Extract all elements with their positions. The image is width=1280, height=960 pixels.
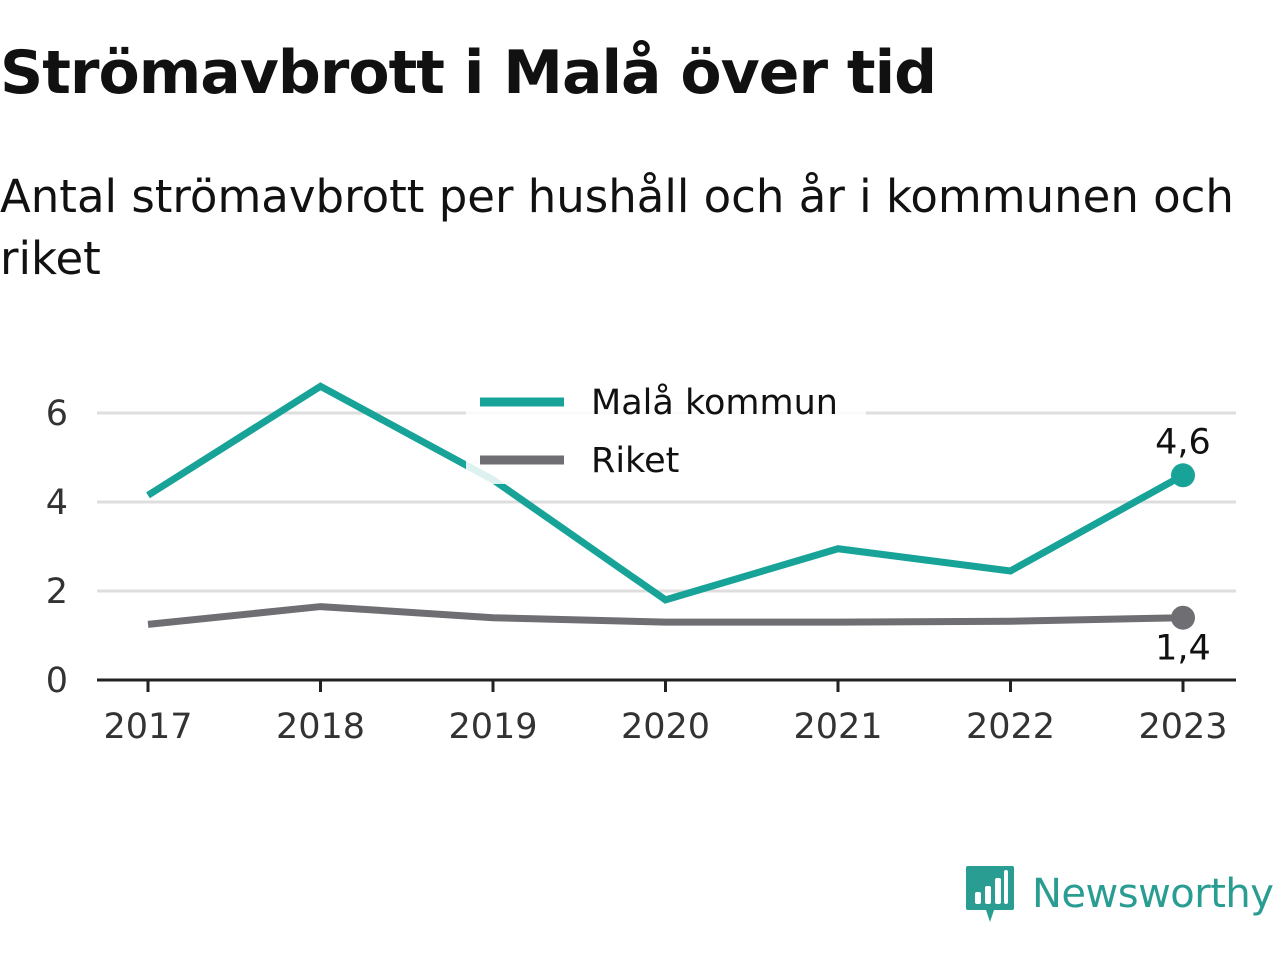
series-line-riket xyxy=(147,603,1184,628)
x-tick-label: 2021 xyxy=(793,707,882,747)
series-endpoint xyxy=(1171,605,1195,630)
x-tick-label: 2022 xyxy=(966,707,1055,747)
x-tick-label: 2018 xyxy=(276,707,365,747)
x-tick-label: 2020 xyxy=(621,707,710,747)
y-axis: 0 2 4 6 xyxy=(46,394,68,701)
x-tick-label: 2017 xyxy=(103,707,192,747)
x-axis: 2017 2018 2019 2020 2021 2022 2023 xyxy=(97,678,1236,747)
brand-logo: Newsworthy xyxy=(964,864,1274,924)
series-line-mala-kommun xyxy=(146,382,1185,604)
bar-chart-speech-bubble-icon xyxy=(966,866,1014,922)
legend-label: Malå kommun xyxy=(591,382,838,423)
end-value-label: 1,4 xyxy=(1155,629,1211,669)
legend-label: Riket xyxy=(591,441,679,481)
chart-subtitle: Antal strömavbrott per hushåll och år i … xyxy=(0,170,1234,285)
y-tick-label: 4 xyxy=(46,483,68,523)
end-value-label: 4,6 xyxy=(1155,422,1211,462)
series-endpoint xyxy=(1171,463,1195,488)
legend-background xyxy=(466,372,866,484)
legend: Malå kommun Riket xyxy=(466,372,866,484)
x-tick-label: 2023 xyxy=(1138,707,1227,747)
chart-title: Strömavbrott i Malå över tid xyxy=(0,38,937,108)
y-tick-label: 0 xyxy=(46,661,68,701)
series-lines xyxy=(146,382,1195,630)
x-tick-label: 2019 xyxy=(448,707,537,747)
brand-name: Newsworthy xyxy=(1032,871,1274,917)
end-labels: 4,6 1,4 xyxy=(1155,422,1211,668)
y-tick-label: 6 xyxy=(46,394,68,434)
y-tick-label: 2 xyxy=(46,572,68,612)
